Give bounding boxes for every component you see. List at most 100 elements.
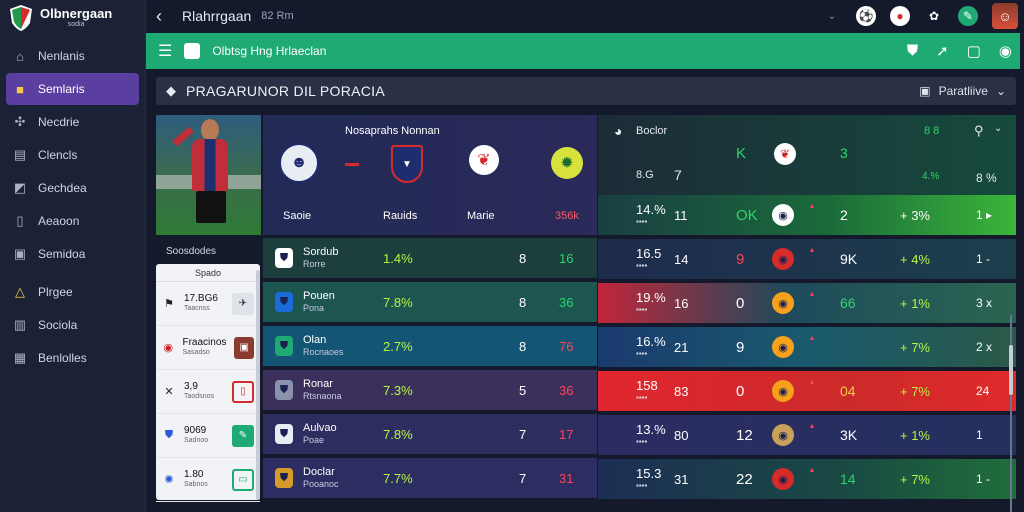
sidebar-item-2[interactable]: ✣ Necdrie xyxy=(6,106,139,138)
stats-panel: ◕ Boclor 8.G 7 K ❦ 3 8 8 ⚲ ⌄ 4.% 8 % 14.… xyxy=(598,115,1016,512)
list-item[interactable]: ✺ 1.80 Sabnos ▭ xyxy=(156,458,260,502)
table-row[interactable]: ⛊ Olan Rocnaoes 2.7% 8 76 xyxy=(263,326,597,366)
sidebar-item-4[interactable]: ◩ Gechdea xyxy=(6,172,139,204)
sidebar-item-label: Sociola xyxy=(38,318,78,332)
chevron-down-icon[interactable]: ⌄ xyxy=(827,10,837,22)
stats-row[interactable]: 16.5 ▪▪▪▪ 14 9 ◉ ▴ 9K + 4% 1 - xyxy=(598,239,1016,279)
stats-row[interactable]: 158 ▪▪▪▪ 83 0 ◉ ▴ 04 + 7% 24 xyxy=(598,371,1016,411)
brand-name: Olbnergaan xyxy=(40,5,113,21)
stat-n5: 1 xyxy=(976,428,983,442)
stat-change: + 7% xyxy=(900,339,930,355)
stat-pct: 15.3 xyxy=(636,466,662,482)
stats-scrollbar[interactable] xyxy=(1008,315,1014,512)
team-crest-icon[interactable]: ▼ xyxy=(391,145,423,183)
match-card: Nosaprahs Nonnan ☻ ▼ ❦ ✹ Saoie Rauids Ma… xyxy=(263,115,597,235)
list-icon: ▦ xyxy=(13,350,27,365)
lineup-icon[interactable]: ⛊ xyxy=(906,42,919,59)
whistle-icon[interactable]: ✈ xyxy=(232,292,254,315)
stat-change: + 1% xyxy=(900,427,930,443)
shield-logo-icon xyxy=(8,4,34,31)
flag-icon: ▴ xyxy=(810,201,815,210)
sidebar-item-3[interactable]: ▤ Clencls xyxy=(6,139,139,171)
sidebar-nav: ⌂ Nenlanis ■ Semlaris ✣ Necdrie ▤ Clencls ◩ G… xyxy=(0,40,145,374)
table-row[interactable]: ⛊ Sordub Rorre 1.4% 8 16 xyxy=(263,238,597,278)
edit-icon[interactable]: ✎ xyxy=(232,424,254,447)
club-logo-icon[interactable]: ❦ xyxy=(469,145,499,175)
stats-head-right2: 4.% xyxy=(922,171,940,182)
sidebar-item-6[interactable]: ▣ Semidoa xyxy=(6,238,139,270)
brand[interactable]: Olbnergaan sodia xyxy=(0,0,145,34)
avatar[interactable]: ☺ xyxy=(992,3,1018,29)
ball-icon[interactable]: ◉ xyxy=(998,43,1012,60)
stat-pct-sub: ▪▪▪▪ xyxy=(636,348,648,358)
red-card-icon[interactable]: ▯ xyxy=(232,380,254,403)
club-badge-icon[interactable]: ✹ xyxy=(551,147,583,179)
stat-pct: 19.% xyxy=(636,290,666,306)
thumbnail-icon[interactable]: ▣ xyxy=(234,336,254,359)
sidebar-item-label: Plrgee xyxy=(38,285,73,299)
sidebox-scrollbar[interactable] xyxy=(256,270,260,500)
soccer-ball-icon[interactable]: ⚽ xyxy=(856,6,876,26)
period-selector[interactable]: ▣ Paratliive ⌄ xyxy=(919,84,1016,98)
stats-row[interactable]: 15.3 ▪▪▪▪ 31 22 ◉ ▴ 14 + 7% 1 - xyxy=(598,459,1016,499)
sidebar-item-5[interactable]: ▯ Aeaoon xyxy=(6,205,139,237)
chart-icon: ◩ xyxy=(13,180,27,195)
section-header: ◆ PRAGARUNOR DIL PORACIA ▣ Paratliive ⌄ xyxy=(156,77,1016,105)
sidebar-item-8[interactable]: ▥ Sociola xyxy=(6,309,139,341)
card-icon[interactable]: ▭ xyxy=(232,468,254,491)
bar-chart-icon: ▥ xyxy=(13,317,27,332)
stat-n1: 31 xyxy=(674,471,689,487)
team-val-a: 8 xyxy=(519,294,527,310)
item-value: 17.BG6 xyxy=(184,293,218,305)
stat-n5: 1 - xyxy=(976,252,991,266)
stat-pct: 14.% xyxy=(636,202,666,218)
sidebar-item-7[interactable]: △ Plrgee xyxy=(6,276,139,308)
table-row[interactable]: ⛊ Aulvao Poae 7.8% 7 17 xyxy=(263,414,597,454)
team-val-a: 5 xyxy=(519,382,527,398)
notification-icon[interactable]: ● xyxy=(890,6,910,26)
team-name: Aulvao xyxy=(303,421,337,434)
list-item[interactable]: ◉ Fraacinos Sasadso ▣ xyxy=(156,326,260,370)
stat-n5: 1 ▸ xyxy=(976,208,993,222)
back-arrow-icon[interactable]: ‹ xyxy=(156,5,162,26)
bookmark-icon[interactable]: ▢ xyxy=(966,43,981,60)
item-sub: Sabnos xyxy=(184,481,208,489)
stats-head-right1: 8 8 xyxy=(924,125,940,137)
team-emblem-icon: ✺ xyxy=(164,474,174,486)
list-item[interactable]: ⛊ 9069 Sadnoo ✎ xyxy=(156,414,260,458)
list-item[interactable]: ✕ 3,9 Taodsnos ▯ xyxy=(156,370,260,414)
sidebox-head: Spado xyxy=(156,264,260,282)
sidebar-item-9[interactable]: ▦ Benlolles xyxy=(6,342,139,374)
chevron-down-icon[interactable]: ⌄ xyxy=(994,123,1003,134)
team-logo-icon: ◉ xyxy=(772,248,794,270)
chat-icon[interactable]: ✎ xyxy=(958,6,978,26)
list-item[interactable]: ⚑ 17.BG6 Taacnss ✈ xyxy=(156,282,260,326)
team-logo-icon: ◉ xyxy=(772,424,794,446)
stat-n3: 2 xyxy=(840,207,848,223)
sidebar-item-0[interactable]: ⌂ Nenlanis xyxy=(6,40,139,72)
team-name: Ronar xyxy=(303,377,333,390)
stat-n2: 0 xyxy=(736,382,745,400)
team-val-b: 36 xyxy=(559,294,574,310)
share-icon[interactable]: ➚ xyxy=(936,43,949,60)
match-label-2: Marie xyxy=(467,210,495,222)
table-row[interactable]: ⛊ Doclar Pooanoc 7.7% 7 31 xyxy=(263,458,597,498)
stat-change: + 4% xyxy=(900,251,930,267)
table-row[interactable]: ⛊ Ronar Rtsnaona 7.3% 5 36 xyxy=(263,370,597,410)
stat-change: + 7% xyxy=(900,383,930,399)
stats-row[interactable]: 16.% ▪▪▪▪ 21 9 ◉ ▴ + 7% 2 x xyxy=(598,327,1016,367)
stats-row[interactable]: 19.% ▪▪▪▪ 16 0 ◉ ▴ 66 + 1% 3 x xyxy=(598,283,1016,323)
stats-row[interactable]: 13.% ▪▪▪▪ 80 12 ◉ ▴ 3K + 1% 1 xyxy=(598,415,1016,455)
stats-row[interactable]: 14.% ▪▪▪▪ 11 OK ◉ ▴ 2 + 3% 1 ▸ xyxy=(598,195,1016,235)
stat-n3: 3K xyxy=(840,427,858,443)
player-avatar-icon[interactable]: ☻ xyxy=(279,143,319,183)
stat-n1: 83 xyxy=(674,383,689,399)
sidebar-item-label: Necdrie xyxy=(38,115,80,129)
table-row[interactable]: ⛊ Pouen Pona 7.8% 8 36 xyxy=(263,282,597,322)
warning-icon: △ xyxy=(15,284,25,299)
search-icon[interactable]: ⚲ xyxy=(974,123,984,138)
settings-icon[interactable]: ✿ xyxy=(928,9,940,23)
sidebar-item-1[interactable]: ■ Semlaris xyxy=(6,73,139,105)
sidebar-item-label: Semlaris xyxy=(38,82,85,96)
menu-icon[interactable]: ☰ xyxy=(158,43,173,60)
